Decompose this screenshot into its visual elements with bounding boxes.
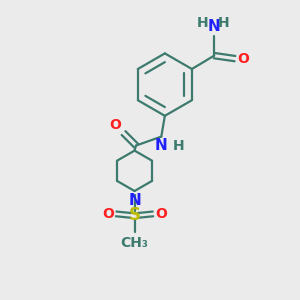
Text: N: N <box>154 138 167 153</box>
Text: O: O <box>237 52 249 66</box>
Text: O: O <box>102 207 114 221</box>
Text: H: H <box>172 139 184 153</box>
Text: S: S <box>128 206 140 224</box>
Text: O: O <box>110 118 122 132</box>
Text: H: H <box>218 16 230 30</box>
Text: N: N <box>128 193 141 208</box>
Text: CH₃: CH₃ <box>121 236 148 250</box>
Text: O: O <box>155 207 167 221</box>
Text: H: H <box>197 16 209 30</box>
Text: N: N <box>207 19 220 34</box>
